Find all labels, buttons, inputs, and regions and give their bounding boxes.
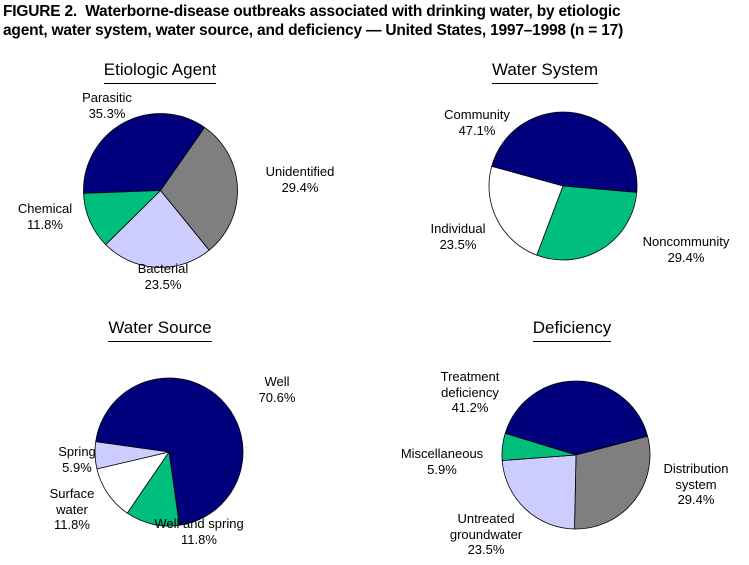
slice-label-chemical: Chemical 11.8% (17, 201, 73, 232)
slice-label-distribution-system: Distribution system 29.4% (663, 461, 729, 507)
pie-slice-miscellaneous (501, 432, 577, 461)
pie-slice-untreated-groundwater (501, 454, 577, 530)
pie-slice-noncommunity (536, 185, 638, 261)
chart-water-system: Water System Community 47.1% Individual … (374, 58, 749, 308)
pie-water-source (94, 377, 244, 527)
slice-label-spring: Spring 5.9% (58, 444, 96, 475)
slice-label-parasitic: Parasitic 35.3% (82, 90, 132, 121)
slice-label-noncommunity: Noncommunity 29.4% (642, 234, 730, 265)
slice-label-well: Well 70.6% (258, 374, 296, 405)
pie-slice-well (95, 377, 244, 526)
pie-slice-treatment-deficiency (504, 380, 648, 456)
pie-slice-distribution-system (574, 435, 651, 530)
slice-label-bacterial: Bacterial 23.5% (137, 261, 189, 292)
figure-title: FIGURE 2. Waterborne-disease outbreaks a… (3, 3, 624, 39)
pie-water-system (488, 111, 638, 261)
slice-label-individual: Individual 23.5% (430, 221, 486, 252)
slice-label-miscellaneous: Miscellaneous 5.9% (400, 446, 484, 477)
chart-title-text: Water System (491, 60, 599, 84)
pie-etiologic-agent (83, 113, 238, 268)
pie-deficiency (501, 380, 651, 530)
chart-title-water-system: Water System (445, 60, 645, 84)
chart-title-text: Water Source (108, 318, 212, 342)
slice-label-unidentified: Unidentified 29.4% (265, 164, 335, 195)
pie-slice-bacterial (105, 190, 210, 268)
slice-label-community: Community 47.1% (444, 107, 510, 138)
slice-label-untreated-groundwater: Untreated groundwater 23.5% (449, 511, 523, 557)
chart-title-text: Deficiency (532, 318, 612, 342)
slice-label-treatment-deficiency: Treatment deficiency 41.2% (440, 369, 500, 415)
chart-water-source: Water Source Well 70.6% Spring 5.9% Surf… (0, 312, 375, 565)
chart-title-etiologic-agent: Etiologic Agent (60, 60, 260, 84)
pie-slice-individual (488, 165, 564, 256)
chart-title-deficiency: Deficiency (472, 318, 672, 342)
pie-slice-unidentified (160, 127, 238, 251)
pie-slice-community (491, 111, 638, 193)
slice-label-surface-water: Surface water 11.8% (49, 486, 95, 532)
pie-slice-parasitic (83, 113, 206, 194)
pie-slice-chemical (83, 190, 161, 245)
pie-slice-spring (94, 441, 170, 470)
slice-label-well-and-spring: Well and spring 11.8% (154, 516, 244, 547)
chart-etiologic-agent: Etiologic Agent Parasitic 35.3% Unidenti… (0, 58, 375, 308)
chart-title-text: Etiologic Agent (103, 60, 217, 84)
chart-deficiency: Deficiency Treatment deficiency 41.2% Mi… (374, 312, 749, 565)
chart-title-water-source: Water Source (60, 318, 260, 342)
